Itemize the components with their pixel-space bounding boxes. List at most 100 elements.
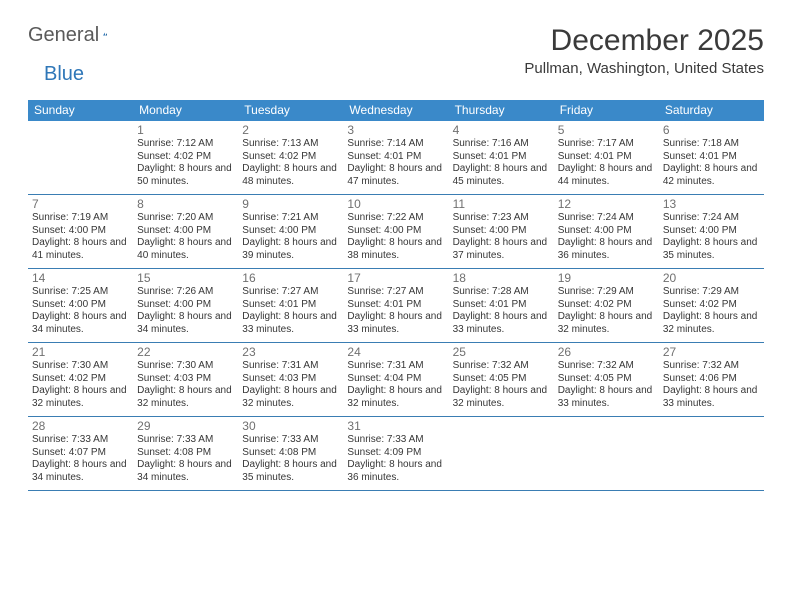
daylight-text: Daylight: 8 hours and 37 minutes. [453,237,548,262]
sunset-text: Sunset: 4:01 PM [242,299,337,312]
day-number: 29 [137,419,232,434]
day-cell: 10Sunrise: 7:22 AMSunset: 4:00 PMDayligh… [343,195,448,268]
sunset-text: Sunset: 4:03 PM [242,373,337,386]
day-cell [449,417,554,490]
day-cell: 5Sunrise: 7:17 AMSunset: 4:01 PMDaylight… [554,121,659,194]
daylight-text: Daylight: 8 hours and 36 minutes. [558,237,653,262]
day-cell: 21Sunrise: 7:30 AMSunset: 4:02 PMDayligh… [28,343,133,416]
day-cell: 1Sunrise: 7:12 AMSunset: 4:02 PMDaylight… [133,121,238,194]
day-number: 16 [242,271,337,286]
daylight-text: Daylight: 8 hours and 33 minutes. [558,385,653,410]
day-cell: 24Sunrise: 7:31 AMSunset: 4:04 PMDayligh… [343,343,448,416]
title-block: December 2025 Pullman, Washington, Unite… [524,24,764,77]
day-number: 30 [242,419,337,434]
daylight-text: Daylight: 8 hours and 33 minutes. [242,311,337,336]
day-cell [659,417,764,490]
daylight-text: Daylight: 8 hours and 33 minutes. [663,385,758,410]
sunset-text: Sunset: 4:08 PM [242,447,337,460]
sunset-text: Sunset: 4:02 PM [663,299,758,312]
daylight-text: Daylight: 8 hours and 33 minutes. [347,311,442,336]
day-number: 13 [663,197,758,212]
daylight-text: Daylight: 8 hours and 47 minutes. [347,163,442,188]
daylight-text: Daylight: 8 hours and 42 minutes. [663,163,758,188]
location: Pullman, Washington, United States [524,60,764,77]
day-cell: 26Sunrise: 7:32 AMSunset: 4:05 PMDayligh… [554,343,659,416]
sunrise-text: Sunrise: 7:33 AM [137,434,232,447]
sunrise-text: Sunrise: 7:18 AM [663,138,758,151]
day-number: 15 [137,271,232,286]
week-row: 7Sunrise: 7:19 AMSunset: 4:00 PMDaylight… [28,195,764,269]
sunrise-text: Sunrise: 7:32 AM [558,360,653,373]
day-number: 10 [347,197,442,212]
sunrise-text: Sunrise: 7:21 AM [242,212,337,225]
day-cell: 20Sunrise: 7:29 AMSunset: 4:02 PMDayligh… [659,269,764,342]
day-cell: 15Sunrise: 7:26 AMSunset: 4:00 PMDayligh… [133,269,238,342]
sunset-text: Sunset: 4:01 PM [453,299,548,312]
day-cell: 23Sunrise: 7:31 AMSunset: 4:03 PMDayligh… [238,343,343,416]
sunrise-text: Sunrise: 7:13 AM [242,138,337,151]
day-number: 31 [347,419,442,434]
day-number: 25 [453,345,548,360]
day-cell: 25Sunrise: 7:32 AMSunset: 4:05 PMDayligh… [449,343,554,416]
day-cell: 3Sunrise: 7:14 AMSunset: 4:01 PMDaylight… [343,121,448,194]
day-cell: 9Sunrise: 7:21 AMSunset: 4:00 PMDaylight… [238,195,343,268]
brand-part1: General [28,24,99,47]
dow-header-cell: Tuesday [238,100,343,121]
daylight-text: Daylight: 8 hours and 35 minutes. [242,459,337,484]
day-number: 7 [32,197,127,212]
day-number: 8 [137,197,232,212]
dow-header-cell: Friday [554,100,659,121]
sunset-text: Sunset: 4:05 PM [453,373,548,386]
sunrise-text: Sunrise: 7:23 AM [453,212,548,225]
day-cell: 4Sunrise: 7:16 AMSunset: 4:01 PMDaylight… [449,121,554,194]
sunset-text: Sunset: 4:02 PM [558,299,653,312]
sunset-text: Sunset: 4:00 PM [32,225,127,238]
day-cell: 11Sunrise: 7:23 AMSunset: 4:00 PMDayligh… [449,195,554,268]
day-number: 9 [242,197,337,212]
page-title: December 2025 [524,24,764,58]
day-number: 6 [663,123,758,138]
sunrise-text: Sunrise: 7:31 AM [242,360,337,373]
daylight-text: Daylight: 8 hours and 44 minutes. [558,163,653,188]
day-cell: 22Sunrise: 7:30 AMSunset: 4:03 PMDayligh… [133,343,238,416]
brand-sail-icon [103,26,107,42]
sunset-text: Sunset: 4:02 PM [32,373,127,386]
sunrise-text: Sunrise: 7:33 AM [32,434,127,447]
daylight-text: Daylight: 8 hours and 34 minutes. [137,311,232,336]
sunset-text: Sunset: 4:02 PM [137,151,232,164]
day-number: 27 [663,345,758,360]
day-number: 21 [32,345,127,360]
day-cell: 12Sunrise: 7:24 AMSunset: 4:00 PMDayligh… [554,195,659,268]
day-cell: 28Sunrise: 7:33 AMSunset: 4:07 PMDayligh… [28,417,133,490]
day-cell: 14Sunrise: 7:25 AMSunset: 4:00 PMDayligh… [28,269,133,342]
daylight-text: Daylight: 8 hours and 32 minutes. [32,385,127,410]
sunrise-text: Sunrise: 7:16 AM [453,138,548,151]
sunrise-text: Sunrise: 7:33 AM [347,434,442,447]
sunset-text: Sunset: 4:09 PM [347,447,442,460]
dow-header-row: SundayMondayTuesdayWednesdayThursdayFrid… [28,100,764,121]
day-number: 20 [663,271,758,286]
daylight-text: Daylight: 8 hours and 32 minutes. [663,311,758,336]
day-cell: 18Sunrise: 7:28 AMSunset: 4:01 PMDayligh… [449,269,554,342]
sunrise-text: Sunrise: 7:22 AM [347,212,442,225]
sunset-text: Sunset: 4:06 PM [663,373,758,386]
day-cell: 27Sunrise: 7:32 AMSunset: 4:06 PMDayligh… [659,343,764,416]
dow-header-cell: Sunday [28,100,133,121]
weeks-container: 1Sunrise: 7:12 AMSunset: 4:02 PMDaylight… [28,121,764,491]
sunset-text: Sunset: 4:05 PM [558,373,653,386]
day-number: 3 [347,123,442,138]
brand-logo: General [28,24,127,47]
sunset-text: Sunset: 4:01 PM [347,299,442,312]
daylight-text: Daylight: 8 hours and 34 minutes. [137,459,232,484]
day-cell: 19Sunrise: 7:29 AMSunset: 4:02 PMDayligh… [554,269,659,342]
daylight-text: Daylight: 8 hours and 40 minutes. [137,237,232,262]
sunrise-text: Sunrise: 7:28 AM [453,286,548,299]
sunrise-text: Sunrise: 7:29 AM [558,286,653,299]
sunset-text: Sunset: 4:01 PM [558,151,653,164]
day-cell [28,121,133,194]
day-cell: 7Sunrise: 7:19 AMSunset: 4:00 PMDaylight… [28,195,133,268]
sunrise-text: Sunrise: 7:32 AM [453,360,548,373]
sunset-text: Sunset: 4:00 PM [558,225,653,238]
sunset-text: Sunset: 4:00 PM [32,299,127,312]
dow-header-cell: Saturday [659,100,764,121]
